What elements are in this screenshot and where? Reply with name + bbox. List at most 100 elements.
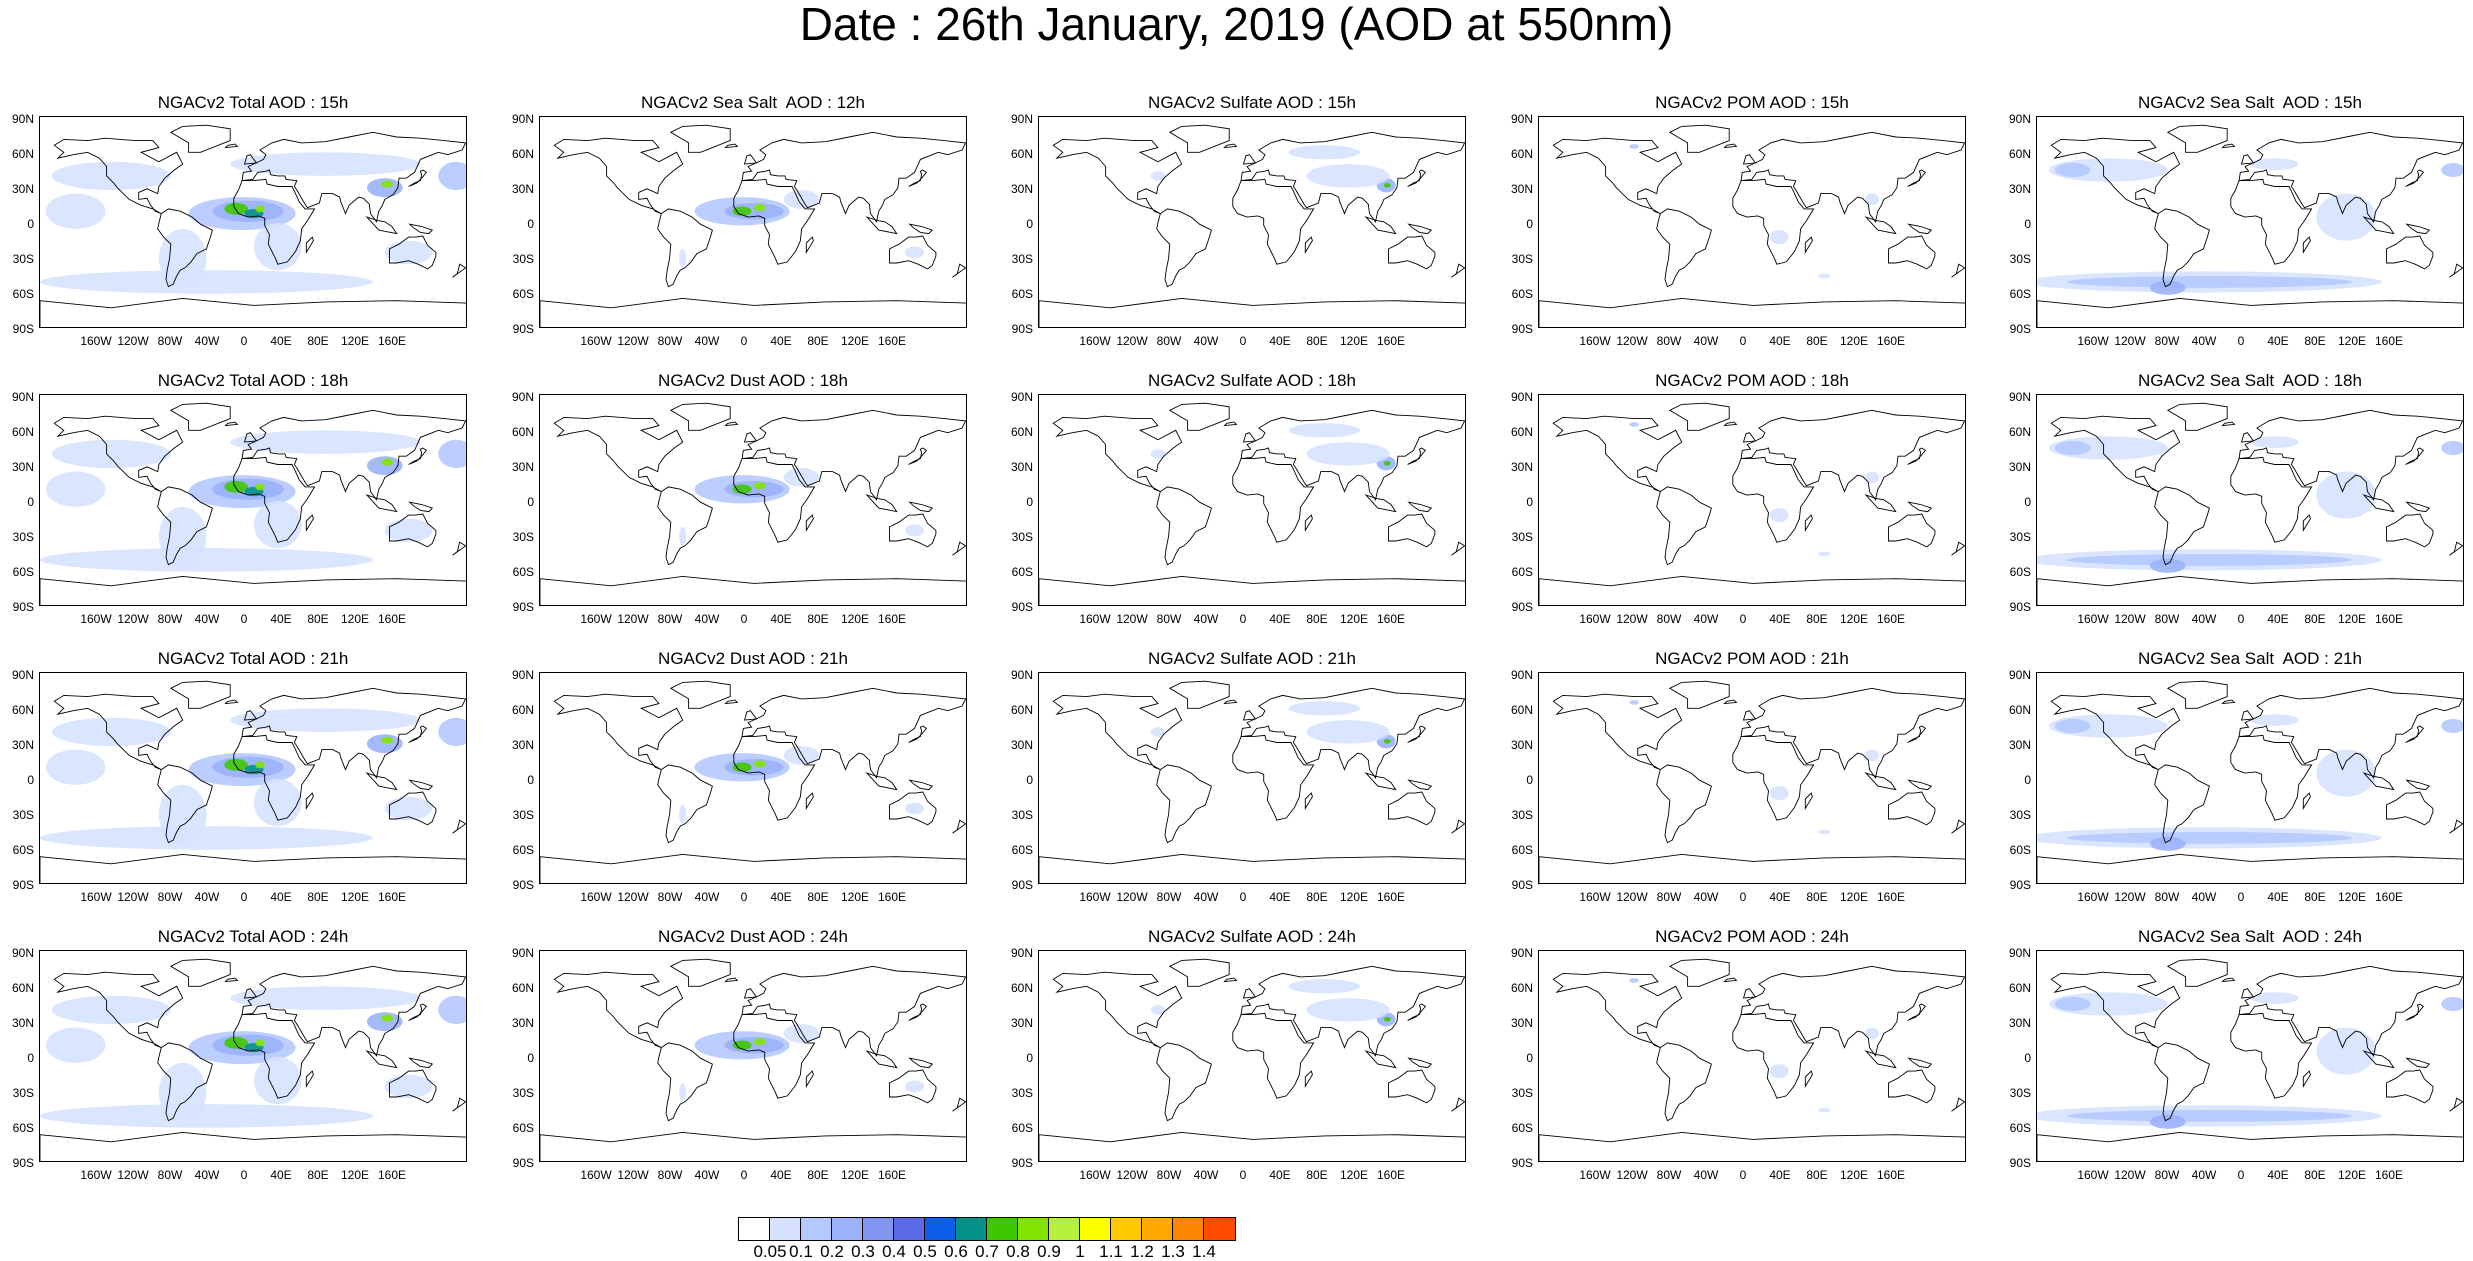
colorbar-tick-label: 0.05 [753,1242,787,1261]
coastline [1451,1097,1465,1112]
coastline [805,236,814,255]
map-panel: NGACv2 Total AOD : 18h 90N 60N 30N 0 30S 60S 90… [0,371,500,641]
coastline [1951,263,1965,278]
coastline [2362,772,2395,791]
coastline [241,409,466,501]
panel-title: NGACv2 Sulfate AOD : 24h [1148,927,1356,946]
latitude-tick-label: 90S [1011,600,1033,614]
longitude-tick-label: 160W [2077,1168,2109,1182]
coastline [2166,958,2228,987]
coastline [1364,216,1397,235]
latitude-tick-label: 30N [1010,182,1033,196]
coastline [1240,131,1465,223]
longitude-tick-label: 120E [2337,612,2367,626]
longitude-tick-label: 0 [240,1168,248,1182]
colorbar-tick-label: 0.3 [851,1242,875,1261]
latitude-tick-label: 90S [1011,322,1033,336]
coastline [408,169,428,187]
latitude-tick-label: 0 [2024,1051,2031,1065]
coastline [1656,764,1712,844]
coastline [452,1097,466,1112]
aerosol-field [732,1040,752,1050]
map-panel: NGACv2 POM AOD : 18h 90N 60N 30N 0 30S 60S 90S 1… [1499,371,1999,641]
aerosol-field [45,471,106,507]
coastline [1364,1050,1397,1069]
longitude-tick-label: 80E [2304,890,2326,904]
map-canvas [540,958,966,1161]
longitude-tick-label: 40W [694,612,720,626]
world-map [1038,116,1466,328]
coastline [389,513,437,548]
world-map [1038,950,1466,1162]
latitude-tick-label: 90S [12,878,34,892]
coastline [1168,680,1230,709]
aerosol-field [381,736,394,744]
latitude-tick-label: 30S [1011,1086,1033,1100]
aerosol-field [366,178,403,198]
latitude-tick-label: 0 [2024,773,2031,787]
longitude-tick-label: 120W [1116,890,1148,904]
longitude-tick-label: 120W [117,334,149,348]
latitude-tick-label: 30N [11,738,34,752]
longitude-tick-label: 120E [2337,334,2367,348]
latitude-tick-label: 90N [1010,946,1033,960]
coastline [2302,1070,2311,1089]
longitude-tick-label: 160E [877,890,907,904]
aerosol-field [2066,276,2353,288]
coastline [540,297,966,327]
longitude-tick-label: 0 [1739,1168,1747,1182]
coastline [2405,725,2425,743]
aerosol-field [1818,551,1831,557]
coastline [1668,402,1730,431]
longitude-tick-label: 0 [740,890,748,904]
longitude-tick-label: 40W [1693,890,1719,904]
coastline [2230,734,2313,821]
colorbar-tick-label: 0.6 [944,1242,968,1261]
latitude-tick-label: 60N [511,147,534,161]
aerosol-field [1383,460,1391,466]
aerosol-field [732,206,752,216]
longitude-tick-label: 80W [1656,890,1682,904]
latitude-tick-label: 30N [1510,460,1533,474]
coastline [865,494,898,513]
longitude-tick-label: 40E [2267,612,2289,626]
coastline [2050,137,2181,215]
coastline [157,1042,213,1122]
latitude-tick-label: 60N [1510,981,1533,995]
coastline [1388,1069,1436,1104]
longitude-tick-label: 80E [307,612,329,626]
world-map [539,116,967,328]
latitude-tick-label: 90S [1511,600,1533,614]
coastline [241,965,466,1057]
aerosol-field [384,240,433,265]
latitude-tick-label: 30S [1511,808,1533,822]
latitude-tick-label: 90N [2008,112,2031,126]
coastline [1168,124,1230,153]
latitude-tick-label: 90N [1010,112,1033,126]
latitude-tick-label: 60S [2009,1121,2031,1135]
coastline [2154,486,2210,566]
longitude-tick-label: 0 [2237,1168,2245,1182]
aerosol-field [230,152,421,176]
aerosol-field [1306,164,1390,188]
coastline [2405,1057,2431,1069]
aerosol-field [1150,171,1166,181]
coastline [157,208,213,288]
coastline [408,1003,428,1021]
aerosol-field [1769,508,1789,523]
coastline [243,432,258,443]
aerosol-field [438,717,466,747]
world-map [1538,394,1966,606]
longitude-tick-label: 40E [2267,1168,2289,1182]
coastline [40,297,466,327]
coastline [408,223,434,235]
coastline [2037,853,2463,883]
latitude-tick-label: 30N [1510,738,1533,752]
aerosol-field [2251,158,2299,170]
longitude-tick-label: 40E [2267,334,2289,348]
coastline [2386,235,2434,270]
map-canvas [1039,680,1465,883]
coastline [2154,208,2210,288]
coastline [1668,958,1730,987]
panel-title: NGACv2 Sulfate AOD : 15h [1148,93,1356,112]
